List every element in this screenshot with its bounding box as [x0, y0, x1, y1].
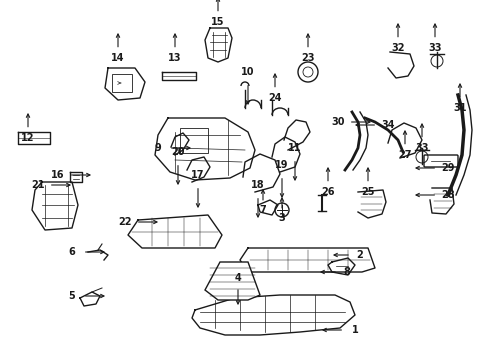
Text: 21: 21 — [31, 180, 45, 190]
Text: 7: 7 — [259, 205, 266, 215]
Text: 14: 14 — [111, 53, 124, 63]
Text: 9: 9 — [154, 143, 161, 153]
Text: 17: 17 — [191, 170, 204, 180]
Text: 22: 22 — [118, 217, 131, 227]
Text: 23: 23 — [301, 53, 314, 63]
Text: 5: 5 — [68, 291, 75, 301]
Text: 27: 27 — [397, 150, 411, 160]
Text: 4: 4 — [234, 273, 241, 283]
FancyBboxPatch shape — [423, 155, 457, 167]
Text: 12: 12 — [21, 133, 35, 143]
Text: 18: 18 — [251, 180, 264, 190]
Text: 34: 34 — [381, 120, 394, 130]
Text: 32: 32 — [390, 43, 404, 53]
Text: 3: 3 — [278, 213, 285, 223]
Text: 6: 6 — [68, 247, 75, 257]
Text: 20: 20 — [171, 147, 184, 157]
Bar — [180, 128, 207, 153]
Text: 30: 30 — [330, 117, 344, 127]
Text: 19: 19 — [275, 160, 288, 170]
Text: 13: 13 — [168, 53, 182, 63]
Bar — [112, 74, 132, 92]
Text: 10: 10 — [241, 67, 254, 77]
Text: 15: 15 — [211, 17, 224, 27]
Text: 29: 29 — [440, 163, 454, 173]
Polygon shape — [204, 262, 260, 300]
Text: 28: 28 — [440, 190, 454, 200]
Text: 2: 2 — [356, 250, 363, 260]
Text: 25: 25 — [361, 187, 374, 197]
Text: 26: 26 — [321, 187, 334, 197]
Text: 1: 1 — [351, 325, 358, 335]
Text: 11: 11 — [287, 143, 301, 153]
Text: 31: 31 — [452, 103, 466, 113]
Text: 16: 16 — [51, 170, 64, 180]
Text: 33: 33 — [414, 143, 428, 153]
Text: 33: 33 — [427, 43, 441, 53]
Text: 24: 24 — [268, 93, 281, 103]
Text: 8: 8 — [343, 267, 350, 277]
